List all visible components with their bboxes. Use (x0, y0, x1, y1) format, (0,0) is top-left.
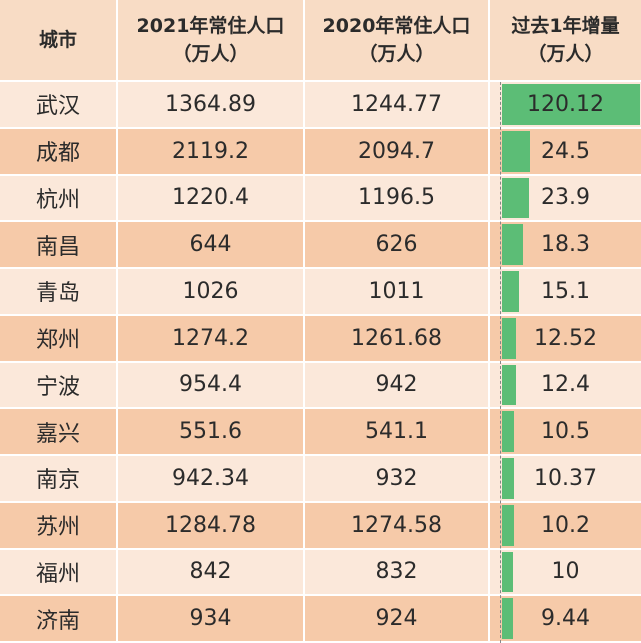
header-text: （万人） (527, 43, 604, 65)
data-bar (502, 364, 517, 406)
population-cell: 924 (305, 596, 488, 641)
population-cell: 1220.4 (118, 175, 303, 221)
data-bar (502, 271, 520, 312)
population-cell: 1011 (305, 269, 488, 314)
city-cell: 宁波 (0, 362, 116, 408)
data-bar (502, 177, 530, 219)
increase-value: 12.52 (534, 325, 597, 351)
population-cell: 1244.77 (305, 82, 488, 127)
header-text: 2021年常住人口 (136, 15, 285, 37)
population-cell: 842 (118, 549, 303, 595)
population-cell: 1261.68 (305, 315, 488, 361)
data-bar (502, 504, 514, 546)
data-bar (502, 224, 524, 265)
city-cell: 苏州 (0, 502, 116, 548)
data-bar (502, 84, 640, 125)
city-cell: 郑州 (0, 315, 116, 361)
population-cell: 644 (118, 222, 303, 267)
data-bar (502, 598, 513, 639)
increase-value: 10.5 (541, 419, 590, 445)
population-cell: 1196.5 (305, 175, 488, 221)
data-bar (502, 130, 531, 172)
increase-cell (490, 502, 641, 548)
data-bar (502, 317, 517, 359)
population-cell: 934 (118, 596, 303, 641)
city-cell: 嘉兴 (0, 409, 116, 454)
population-cell: 551.6 (118, 409, 303, 454)
population-cell: 832 (305, 549, 488, 595)
city-cell: 杭州 (0, 175, 116, 221)
city-cell: 福州 (0, 549, 116, 595)
city-cell: 成都 (0, 128, 116, 174)
increase-value: 23.9 (541, 185, 590, 211)
population-cell: 932 (305, 456, 488, 501)
increase-cell (490, 456, 641, 501)
data-bar (502, 458, 514, 499)
population-cell: 1274.58 (305, 502, 488, 548)
population-cell: 626 (305, 222, 488, 267)
header-text: 城市 (38, 29, 77, 51)
population-cell: 942.34 (118, 456, 303, 501)
population-cell: 1364.89 (118, 82, 303, 127)
city-cell: 南京 (0, 456, 116, 501)
header-cell: 过去1年增量 （万人） (490, 0, 641, 80)
city-cell: 南昌 (0, 222, 116, 267)
bar-axis (500, 82, 501, 643)
population-cell: 942 (305, 362, 488, 408)
increase-value: 18.3 (541, 232, 590, 258)
increase-cell (490, 409, 641, 454)
header-text: 2020年常住人口 (322, 15, 471, 37)
increase-cell (490, 549, 641, 595)
city-cell: 青岛 (0, 269, 116, 314)
population-cell: 1284.78 (118, 502, 303, 548)
city-cell: 武汉 (0, 82, 116, 127)
increase-value: 10.2 (541, 512, 590, 538)
population-cell: 954.4 (118, 362, 303, 408)
city-cell: 济南 (0, 596, 116, 641)
increase-value: 12.4 (541, 372, 590, 398)
increase-value: 9.44 (541, 606, 590, 632)
population-cell: 1026 (118, 269, 303, 314)
header-cell: 城市 (0, 0, 116, 80)
population-cell: 1274.2 (118, 315, 303, 361)
header-text: （万人） (172, 43, 249, 65)
data-bar (502, 411, 515, 452)
header-text: （万人） (358, 43, 435, 65)
population-cell: 2119.2 (118, 128, 303, 174)
increase-value: 120.12 (527, 91, 604, 117)
header-cell: 2021年常住人口 （万人） (118, 0, 303, 80)
increase-value: 15.1 (541, 278, 590, 304)
header-cell: 2020年常住人口 （万人） (305, 0, 488, 80)
increase-value: 10.37 (534, 465, 597, 491)
increase-cell (490, 596, 641, 641)
population-cell: 2094.7 (305, 128, 488, 174)
population-cell: 541.1 (305, 409, 488, 454)
increase-value: 24.5 (541, 138, 590, 164)
header-text: 过去1年增量 (511, 15, 620, 37)
data-bar (502, 551, 514, 593)
increase-value: 10 (551, 559, 580, 585)
